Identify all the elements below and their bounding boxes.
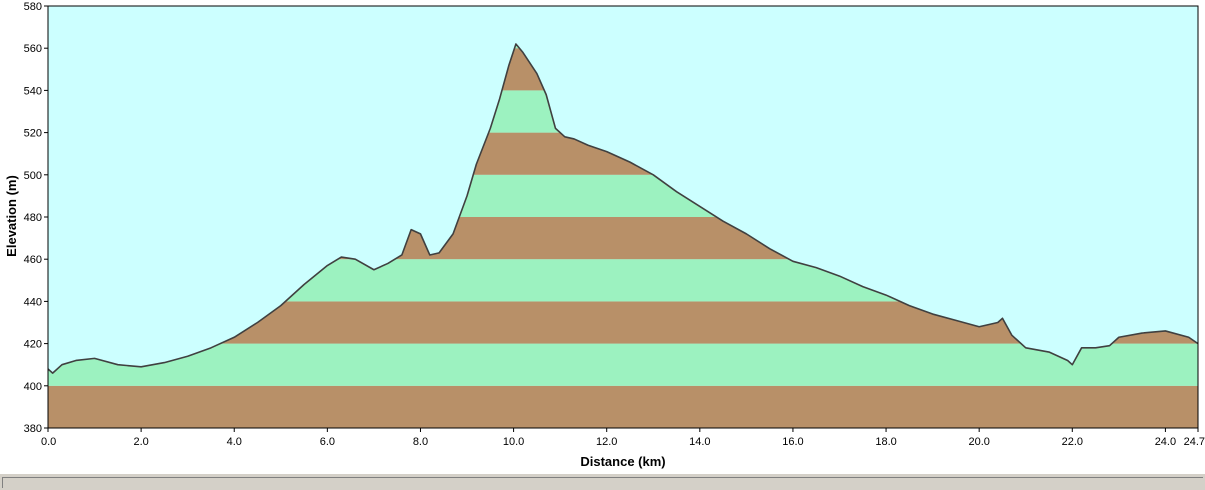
x-tick-label: 12.0 — [596, 436, 617, 448]
x-tick-label: 16.0 — [782, 436, 803, 448]
x-tick-label: 20.0 — [968, 436, 989, 448]
elevation-band — [48, 343, 1198, 386]
y-tick-label: 540 — [24, 85, 42, 97]
y-axis: 380 400 420 440 460 480 500 520 540 560 580 — [24, 1, 48, 435]
status-bar — [0, 473, 1205, 490]
elevation-profile-line — [47, 43, 1199, 374]
y-tick-label: 520 — [24, 128, 42, 140]
x-tick-label: 24.0 — [1155, 436, 1176, 448]
y-tick-label: 580 — [24, 1, 42, 13]
y-tick-label: 500 — [24, 170, 42, 182]
y-tick-label: 380 — [24, 423, 42, 435]
x-tick-label: 0.0 — [41, 436, 56, 448]
x-tick-label: 6.0 — [320, 436, 335, 448]
x-tick-label: 14.0 — [689, 436, 710, 448]
y-tick-label: 420 — [24, 339, 42, 351]
x-tick-label: 22.0 — [1062, 436, 1083, 448]
x-tick-label: 24.7 — [1184, 436, 1205, 448]
x-tick-label: 4.0 — [227, 436, 242, 448]
y-axis-title: Elevation (m) — [4, 175, 19, 257]
x-tick-label: 18.0 — [875, 436, 896, 448]
y-tick-label: 480 — [24, 212, 42, 224]
x-tick-label: 8.0 — [413, 436, 428, 448]
x-axis: 0.0 2.0 4.0 6.0 8.0 10.0 12.0 14.0 16.0 18.0 20.0 2… — [41, 428, 1205, 448]
elevation-band — [48, 385, 1198, 428]
y-tick-label: 460 — [24, 254, 42, 266]
x-tick-label: 2.0 — [133, 436, 148, 448]
y-tick-label: 440 — [24, 296, 42, 308]
x-tick-label: 10.0 — [503, 436, 524, 448]
y-tick-label: 560 — [24, 43, 42, 55]
x-axis-title: Distance (km) — [580, 454, 665, 469]
elevation-profile-chart: 0.0 2.0 4.0 6.0 8.0 10.0 12.0 14.0 16.0 18.0 20.0 2… — [4, 1, 1205, 469]
y-tick-label: 400 — [24, 381, 42, 393]
